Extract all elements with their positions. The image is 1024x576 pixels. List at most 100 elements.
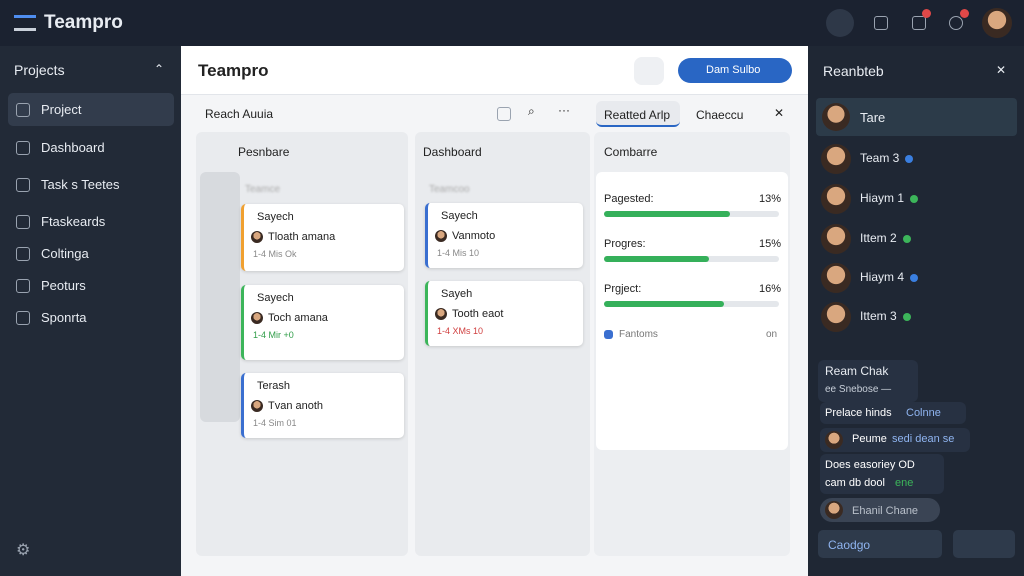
chat-avatar [825,431,843,449]
tab[interactable]: Chaeccu [696,108,744,122]
top-icon[interactable] [949,16,963,30]
card[interactable] [241,373,404,438]
progress-fill [604,256,709,262]
member-name: Ittem 2 [860,231,897,245]
send-button[interactable] [953,530,1015,558]
team-name: Tare [860,110,886,125]
card-title: Terash [257,380,291,392]
badge [960,9,969,18]
chat-bubble [818,360,918,402]
column-title: Pesnbare [238,145,290,159]
column-stub [200,172,240,422]
chat-text: sedi dean se [892,433,955,445]
top-icon[interactable] [826,9,854,37]
card-group-header: Teamce [245,184,281,195]
tab[interactable]: Reatted Arlp [604,108,671,122]
active-item-bg [8,93,174,126]
chat-text: cam db dool [825,477,885,489]
chat-text: Colnne [906,407,941,419]
chat-input[interactable] [818,530,942,558]
action-button-label: Dam Sulbo [706,64,761,76]
progress-value: 15% [759,238,782,250]
card-group-header: Teamcoo [429,184,470,195]
card-title: Sayech [257,211,294,223]
sidebar-title: Projects [14,62,65,78]
chat-text: Prelace hinds [825,407,892,419]
chat-avatar [825,501,843,519]
progress-fill [604,211,730,217]
progress-card [596,172,788,450]
card-assignee: Tloath amana [268,231,336,243]
member-name: Hiaym 4 [860,270,905,284]
user-avatar[interactable] [982,8,1012,38]
card-meta: 1-4 Mis Ok [253,249,297,259]
nav-icon [16,247,30,261]
nav-item[interactable]: Task s Teetes [41,177,120,192]
assignee-avatar [435,308,447,320]
top-icon[interactable] [912,16,926,30]
card-meta: 1-4 Mis 10 [437,248,480,258]
card-assignee: Tooth eaot [452,308,504,320]
card-meta: 1-4 Mir +0 [253,330,294,340]
menu-icon[interactable] [14,15,36,31]
assignee-avatar [435,230,447,242]
card[interactable] [425,281,583,346]
search-button[interactable] [634,57,664,85]
nav-item[interactable]: Project [41,102,82,117]
toolbar-icon[interactable] [497,107,511,121]
card[interactable] [241,204,404,271]
sidebar [0,46,181,576]
card-title: Sayech [257,292,294,304]
progress-label: Prgject: [604,283,642,295]
progress-value: 13% [759,193,782,205]
chat-input-text: Caodgo [828,538,871,552]
nav-item[interactable]: Peoturs [41,278,86,293]
card-meta: 1-4 Sim 01 [253,418,297,428]
toolbar-icon[interactable]: ⌕ [528,104,535,118]
top-icon[interactable] [874,16,888,30]
close-icon[interactable]: ✕ [996,63,1007,77]
nav-item[interactable]: Coltinga [41,246,89,261]
team-avatar [822,103,850,131]
chat-bubble [820,428,970,452]
progress-value: 16% [759,283,782,295]
member-avatar [821,302,851,332]
more-icon[interactable]: ··· [558,103,570,117]
progress-label: Pagested: [604,193,654,205]
chat-text: ee Snebose — [825,384,892,395]
member-name: Team 3 [860,151,900,165]
top-bar [0,0,1024,46]
card-assignee: Toch amana [268,312,328,324]
close-icon[interactable]: ✕ [774,106,785,120]
card-title: Sayech [441,210,478,222]
nav-item[interactable]: Sponrta [41,310,87,325]
subtitle: Reach Auuia [205,107,274,121]
badge [922,9,931,18]
nav-icon [16,178,30,192]
nav-item[interactable]: Dashboard [41,140,105,155]
collapse-icon[interactable]: ⌃ [154,62,165,76]
chat-text: Does easoriey OD [825,459,915,471]
member-avatar [821,263,851,293]
nav-item[interactable]: Ftaskeards [41,214,106,229]
settings-icon[interactable]: ⚙ [16,542,31,559]
status-dot [903,313,911,321]
tab-active-bg [596,101,680,127]
status-dot [910,195,918,203]
chat-text: Peume [852,433,887,445]
nav-icon [16,311,30,325]
action-button[interactable] [678,58,792,83]
card-title: Sayeh [441,288,473,300]
status-dot [905,155,913,163]
member-avatar [821,184,851,214]
card-assignee: Tvan anoth [268,400,324,412]
nav-icon [16,103,30,117]
legend-label: Fantoms [619,329,658,340]
status-dot [903,235,911,243]
card[interactable] [241,285,404,360]
chat-title: Ream Chak [825,364,889,378]
brand: Teampro [44,12,123,33]
card[interactable] [425,203,583,268]
